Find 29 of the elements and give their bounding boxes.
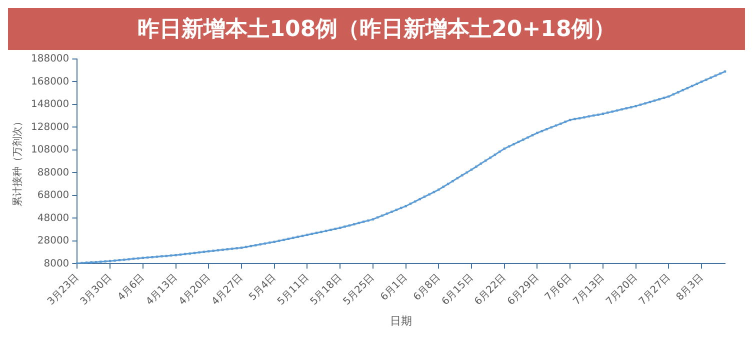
y-tick-label: 168000 — [30, 76, 70, 88]
y-tick-label: 128000 — [30, 122, 70, 133]
x-tick-label: 4月27日 — [210, 272, 246, 308]
y-tick-label: 8000 — [44, 258, 70, 270]
x-tick-label: 3月30日 — [78, 272, 114, 308]
x-tick-label: 6月15日 — [440, 272, 476, 308]
x-tick-label: 6月29日 — [506, 272, 542, 308]
x-tick-label: 6月8日 — [412, 272, 443, 304]
x-tick-label: 5月11日 — [276, 272, 312, 308]
y-tick-label: 148000 — [30, 99, 70, 110]
y-tick-label: 48000 — [37, 212, 70, 224]
x-tick-label: 8月3日 — [674, 272, 706, 304]
y-tick-label: 108000 — [30, 144, 70, 156]
x-tick-label: 6月1日 — [378, 272, 410, 304]
x-tick-label: 3月23日 — [46, 272, 82, 308]
x-tick-label: 6月22日 — [472, 272, 508, 308]
x-tick-label: 4月6日 — [116, 272, 147, 304]
y-axis-title: 累计接种（万剂次） — [12, 116, 24, 206]
y-tick-label: 68000 — [37, 190, 70, 202]
x-axis-title: 日期 — [390, 314, 412, 328]
x-tick-label: 7月27日 — [637, 272, 673, 308]
y-tick-label: 88000 — [37, 167, 70, 178]
chart-title: 昨日新增本土108例（昨日新增本土20+18例） — [8, 8, 745, 50]
x-tick-label: 5月4日 — [247, 272, 278, 304]
y-tick-label: 28000 — [37, 236, 70, 247]
x-tick-label: 7月20日 — [604, 272, 640, 308]
y-tick-label: 188000 — [30, 54, 70, 65]
x-tick-label: 4月20日 — [177, 272, 213, 308]
x-tick-label: 4月13日 — [144, 272, 180, 308]
